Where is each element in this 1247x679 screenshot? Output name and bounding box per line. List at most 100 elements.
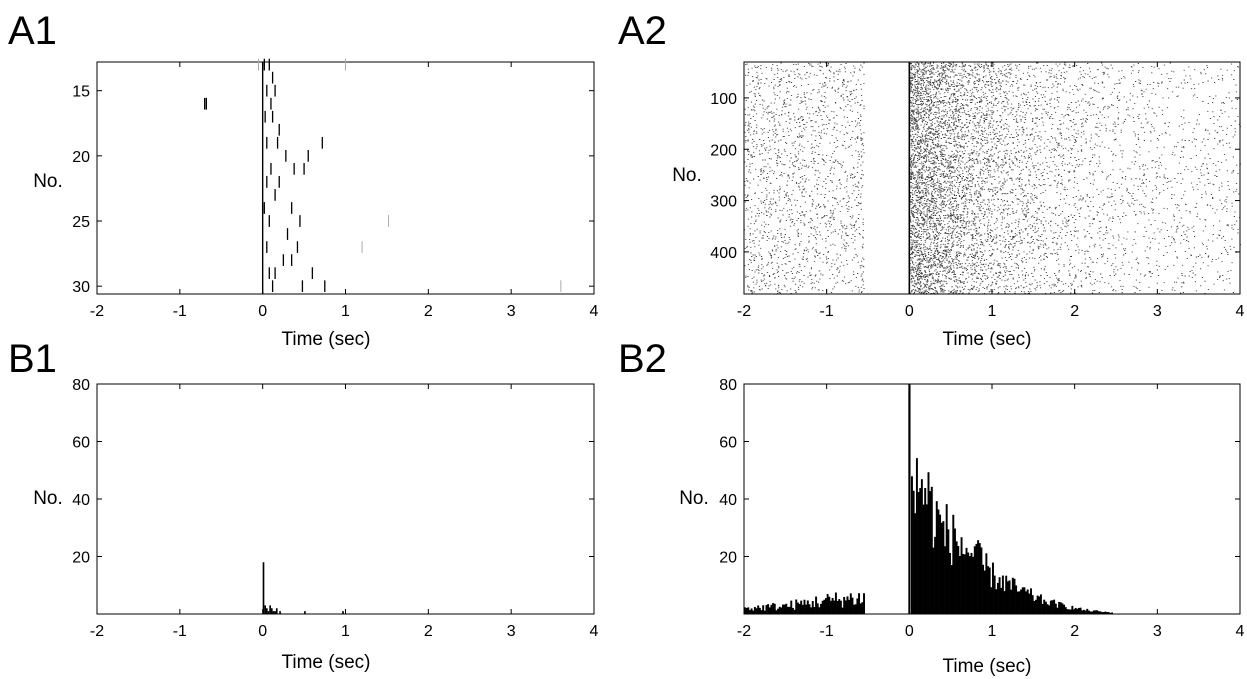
histogram-bar [940, 522, 943, 614]
histogram-bar [828, 596, 831, 614]
histogram-bar [1053, 599, 1056, 614]
histogram-bar [924, 487, 927, 614]
histogram-bar [927, 472, 930, 614]
histogram-bar [780, 607, 783, 614]
histogram-bar [1001, 575, 1004, 614]
x-tick-label: 0 [258, 303, 267, 320]
histogram-bar [919, 488, 922, 614]
y-tick-label: 40 [719, 492, 737, 509]
histogram-bar [992, 562, 994, 614]
histogram-bar [1082, 609, 1085, 614]
histogram-bar [965, 547, 968, 614]
histogram-bar [953, 528, 956, 614]
histogram-bar [264, 605, 266, 614]
histogram-bar [942, 521, 945, 614]
histogram-bar [841, 607, 844, 614]
histogram-bar [988, 567, 991, 614]
histogram-bar [1041, 603, 1044, 614]
x-tick-label: 1 [341, 303, 350, 320]
histogram-bar [1044, 601, 1047, 614]
histogram-bar [955, 541, 958, 614]
histogram-bar [1038, 596, 1041, 614]
histogram-bar [998, 577, 1001, 614]
histogram-bar [1015, 585, 1018, 614]
histogram-bar [791, 607, 794, 614]
histogram-bar [1026, 589, 1029, 614]
histogram-bar [790, 600, 793, 614]
histogram-bar [748, 610, 751, 614]
histogram-bar [800, 600, 803, 614]
histogram-bar [747, 607, 750, 614]
x-tick-label: -1 [820, 623, 834, 640]
histogram-bar [849, 593, 852, 614]
histogram-bar [745, 607, 748, 614]
histogram-bar [1068, 609, 1071, 614]
y-tick-label: 60 [72, 435, 90, 452]
histogram-bar [265, 608, 268, 614]
histogram-bar [1074, 607, 1077, 614]
histogram-bar [1086, 608, 1089, 614]
histogram-bar [1071, 605, 1074, 614]
histogram-bar [1059, 602, 1062, 614]
histogram-bar [937, 509, 940, 614]
histogram-bar [775, 610, 778, 614]
x-tick-label: -2 [737, 303, 751, 320]
panel-b2: -2 -1 0 1 2 3 4 20 40 60 80 Time (sec) No. [679, 377, 1244, 677]
y-axis-label: No. [672, 165, 702, 186]
histogram-bar [985, 553, 988, 614]
histogram-bar [806, 600, 809, 614]
x-axis-label: Time (sec) [281, 652, 370, 673]
histogram-bar [1092, 610, 1095, 614]
histogram-bar [853, 604, 856, 614]
x-tick-label: -1 [173, 303, 187, 320]
histogram-bar [744, 607, 746, 614]
histogram-bar [914, 513, 917, 614]
histogram-bar [757, 605, 760, 614]
histogram-bar [810, 607, 813, 614]
histogram-bar [1033, 601, 1036, 614]
x-tick-label: 0 [258, 623, 267, 640]
x-axis-label: Time (sec) [281, 329, 370, 350]
histogram-bar [831, 597, 834, 614]
histogram-bar [750, 608, 753, 614]
histogram-bar [1096, 610, 1099, 614]
y-tick-label: 30 [72, 279, 90, 296]
histogram-bar [782, 604, 784, 614]
histogram-bar [1046, 604, 1049, 614]
x-tick-label: 1 [341, 623, 350, 640]
histogram-bar [859, 603, 862, 614]
y-tick-label: 100 [710, 91, 737, 108]
x-tick-label: -2 [90, 303, 104, 320]
panel-label-b2: B2 [618, 337, 667, 381]
histogram-bar [980, 547, 983, 614]
histogram-bar [1054, 603, 1057, 614]
histogram-bar [1000, 587, 1003, 614]
histogram-bar [1069, 609, 1072, 614]
y-tick-label: 300 [710, 194, 737, 211]
histogram-bar [1064, 607, 1067, 614]
histogram-bar [987, 566, 989, 614]
histogram-bar [983, 570, 986, 614]
histogram-bar [801, 604, 804, 614]
histogram-bar [788, 606, 791, 614]
histogram-bar [767, 604, 770, 614]
x-tick-label: 1 [988, 303, 997, 320]
histogram-bar [1099, 611, 1102, 614]
panel-b1: -2 -1 0 1 2 3 4 20 40 60 80 Time (sec) No. [33, 377, 598, 673]
histogram-bar [863, 593, 865, 614]
histogram-bar [820, 603, 823, 614]
histogram-bar [1061, 603, 1064, 614]
histogram-bar [1030, 588, 1032, 614]
histogram-bar [1079, 607, 1082, 614]
histogram-bar [752, 610, 755, 614]
histogram-bar [815, 596, 818, 614]
histogram-bar [777, 608, 780, 614]
histogram-bar [915, 458, 918, 614]
histogram-bar [977, 540, 980, 614]
histogram-bar [1077, 607, 1080, 614]
histogram-bar [1025, 591, 1028, 614]
y-tick-label: 20 [719, 550, 737, 567]
histogram-bar [793, 609, 796, 614]
histogram-bar [1102, 611, 1105, 614]
histogram-bar [1043, 599, 1046, 614]
